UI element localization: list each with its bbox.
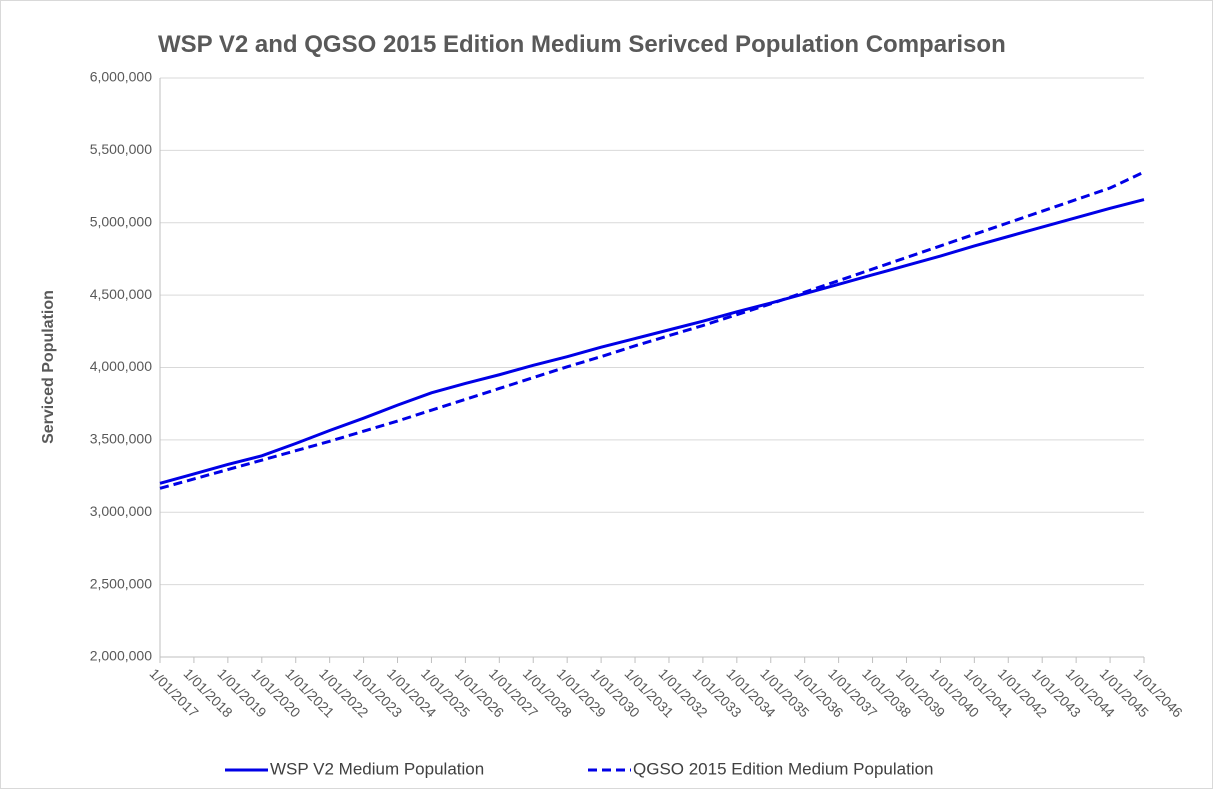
legend-label: WSP V2 Medium Population [270, 759, 484, 778]
y-tick-label: 5,500,000 [90, 141, 152, 157]
y-tick-label: 4,000,000 [90, 358, 152, 374]
y-tick-label: 6,000,000 [90, 69, 152, 85]
y-axis-title: Serviced Population [40, 290, 57, 444]
y-tick-label: 5,000,000 [90, 213, 152, 229]
chart-title: WSP V2 and QGSO 2015 Edition Medium Seri… [158, 31, 1006, 58]
y-tick-label: 2,000,000 [90, 648, 152, 664]
series-line [159, 198, 1145, 485]
series-line [159, 170, 1145, 490]
legend-label: QGSO 2015 Edition Medium Population [633, 759, 934, 778]
y-tick-label: 4,500,000 [90, 286, 152, 302]
y-tick-label: 3,000,000 [90, 503, 152, 519]
y-tick-label: 2,500,000 [90, 575, 152, 591]
y-tick-label: 3,500,000 [90, 431, 152, 447]
